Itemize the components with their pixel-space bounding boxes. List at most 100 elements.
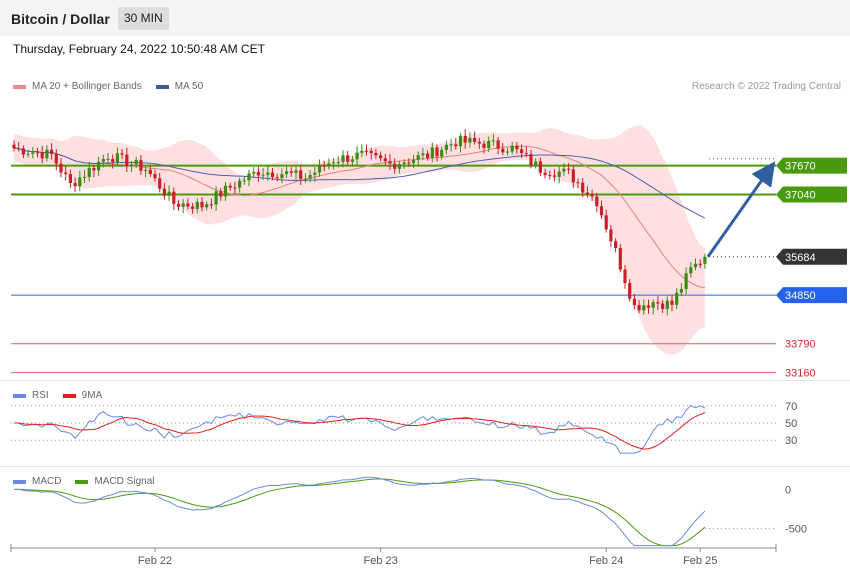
candle bbox=[191, 206, 195, 209]
rsi-legend: RSI 9MA bbox=[13, 390, 116, 401]
candle bbox=[449, 144, 453, 146]
legend-ma50: MA 50 bbox=[155, 81, 203, 92]
candle bbox=[332, 162, 336, 164]
candle bbox=[303, 178, 307, 180]
candle bbox=[444, 144, 448, 150]
level-labels: 37670 37040 35684 34850 33790 33160 bbox=[776, 157, 847, 380]
candle bbox=[31, 152, 35, 154]
candle bbox=[280, 174, 284, 179]
candle bbox=[383, 158, 387, 162]
candle bbox=[426, 153, 430, 158]
candle bbox=[369, 151, 373, 154]
candle bbox=[181, 203, 185, 207]
chart-title: Bitcoin / Dollar bbox=[11, 11, 110, 27]
candle bbox=[21, 148, 25, 155]
rsi-line bbox=[13, 405, 706, 454]
candle bbox=[421, 153, 425, 156]
candle bbox=[176, 203, 181, 207]
candle bbox=[45, 149, 49, 159]
rsi-panel: 70 50 30 bbox=[11, 401, 797, 454]
candle bbox=[477, 141, 481, 144]
candle bbox=[496, 140, 500, 149]
candle bbox=[308, 175, 312, 179]
candle bbox=[505, 151, 510, 153]
level-tag-35684 bbox=[776, 248, 847, 265]
candle bbox=[604, 215, 608, 230]
candle bbox=[435, 147, 439, 157]
candle bbox=[148, 169, 152, 174]
timeframe-badge[interactable]: 30 MIN bbox=[118, 7, 169, 30]
candle bbox=[125, 154, 129, 167]
candle bbox=[266, 172, 270, 175]
candle bbox=[468, 138, 472, 143]
candle bbox=[50, 149, 54, 155]
candle bbox=[458, 135, 463, 147]
credit: Research © 2022 Trading Central bbox=[691, 81, 841, 92]
candle bbox=[543, 172, 547, 176]
candle bbox=[120, 153, 124, 155]
rsi-swatch-icon bbox=[13, 393, 26, 398]
candle bbox=[402, 162, 406, 165]
candle bbox=[632, 298, 636, 306]
candle bbox=[684, 273, 688, 289]
candle bbox=[430, 147, 434, 158]
candle bbox=[364, 150, 369, 152]
legend-macd-signal: MACD Signal bbox=[75, 476, 154, 487]
legend-ma20: MA 20 + Bollinger Bands bbox=[13, 81, 142, 92]
candle bbox=[327, 163, 331, 167]
candle bbox=[642, 305, 646, 311]
candle bbox=[646, 305, 651, 308]
candle bbox=[341, 155, 345, 163]
level-label-35684: 35684 bbox=[785, 252, 816, 264]
macd-panel: 0 -500 bbox=[13, 476, 807, 547]
projection-arrow bbox=[706, 161, 776, 258]
candle bbox=[670, 300, 674, 305]
x-tick-label: Feb 24 bbox=[589, 555, 623, 567]
candle bbox=[581, 182, 585, 193]
candle bbox=[153, 173, 157, 179]
candle bbox=[491, 140, 495, 142]
rsi-ma-line bbox=[13, 412, 706, 450]
candle bbox=[411, 159, 416, 164]
candle bbox=[388, 161, 392, 164]
candle bbox=[313, 172, 317, 176]
candle bbox=[350, 159, 354, 162]
candle bbox=[529, 154, 533, 166]
candle bbox=[223, 185, 228, 197]
candle bbox=[548, 175, 552, 177]
candle bbox=[628, 283, 632, 299]
candle bbox=[520, 149, 524, 154]
legend-9ma: 9MA bbox=[62, 390, 102, 401]
candle bbox=[54, 154, 58, 164]
candle bbox=[92, 167, 96, 171]
rsi-level-label-50: 50 bbox=[785, 418, 797, 430]
candle bbox=[440, 149, 444, 157]
candle bbox=[106, 158, 110, 160]
candle bbox=[360, 150, 364, 153]
candle bbox=[289, 171, 293, 173]
candle bbox=[651, 302, 655, 308]
x-tick-label: Feb 23 bbox=[363, 555, 397, 567]
candle bbox=[538, 161, 542, 173]
candle bbox=[656, 302, 660, 304]
candle bbox=[40, 152, 44, 159]
candle bbox=[515, 145, 519, 150]
candle bbox=[322, 164, 326, 167]
candle bbox=[355, 152, 359, 160]
level-tag-37040 bbox=[776, 186, 847, 203]
level-tag-37670 bbox=[776, 157, 847, 174]
candle bbox=[59, 163, 63, 173]
candle bbox=[205, 204, 209, 208]
candle bbox=[623, 269, 627, 284]
candle bbox=[637, 305, 641, 311]
candle bbox=[35, 152, 40, 154]
candle bbox=[26, 153, 30, 155]
panel-divider bbox=[0, 466, 850, 467]
ma20-line bbox=[13, 145, 705, 289]
level-label-37670: 37670 bbox=[785, 161, 816, 173]
candle bbox=[252, 172, 256, 174]
candle bbox=[101, 158, 105, 162]
candle bbox=[214, 191, 218, 205]
candle bbox=[167, 191, 171, 196]
